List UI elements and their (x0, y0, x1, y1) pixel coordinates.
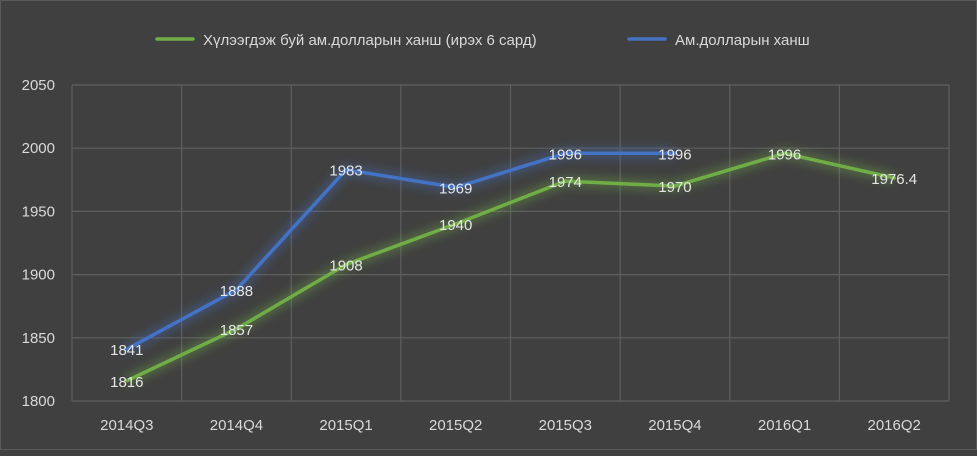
data-label: 1841 (110, 342, 143, 359)
y-tick-label: 1800 (22, 393, 55, 410)
data-label: 1983 (329, 163, 362, 180)
data-point (234, 327, 238, 331)
data-label: 1996 (768, 146, 801, 163)
legend-label-0: Хүлээгдэж буй ам.долларын ханш (ирэх 6 с… (203, 32, 537, 49)
y-tick-label: 2050 (22, 77, 55, 94)
y-tick-label: 1900 (22, 267, 55, 284)
data-label: 1969 (439, 180, 472, 197)
data-label: 1816 (110, 374, 143, 391)
x-tick-label: 2015Q2 (429, 417, 482, 434)
data-point (563, 179, 567, 183)
legend: Хүлээгдэж буй ам.долларын ханш (ирэх 6 с… (155, 32, 810, 49)
data-label: 1857 (220, 322, 253, 339)
data-label: 1970 (658, 179, 691, 196)
grid (71, 84, 950, 402)
data-label: 1974 (549, 174, 582, 191)
data-point (454, 185, 458, 189)
y-tick-label: 1950 (22, 203, 55, 220)
x-tick-label: 2015Q3 (539, 417, 592, 434)
data-point (563, 151, 567, 155)
series-lines (124, 148, 896, 385)
x-tick-label: 2016Q2 (867, 417, 920, 434)
x-tick-label: 2015Q1 (319, 417, 372, 434)
data-point (454, 222, 458, 226)
x-tick-label: 2014Q3 (100, 417, 153, 434)
x-tick-label: 2014Q4 (210, 417, 263, 434)
data-point (892, 176, 896, 180)
y-axis-ticks: 1800 1850 1900 1950 2000 2050 (22, 77, 55, 410)
x-tick-label: 2015Q4 (648, 417, 701, 434)
data-label: 1888 (220, 283, 253, 300)
data-label: 1976.4 (871, 171, 917, 188)
legend-label-1: Ам.долларын ханш (675, 32, 810, 49)
data-point (344, 168, 348, 172)
data-point (783, 151, 787, 155)
data-point (125, 379, 129, 383)
x-tick-label: 2016Q1 (758, 417, 811, 434)
y-tick-label: 2000 (22, 140, 55, 157)
series-line-1 (125, 151, 677, 351)
y-tick-label: 1850 (22, 330, 55, 347)
data-label: 1996 (549, 146, 582, 163)
x-axis-ticks: 2014Q3 2014Q4 2015Q1 2015Q2 2015Q3 2015Q4 2016… (100, 417, 921, 434)
series-line-0 (125, 151, 896, 383)
data-labels: 1816 1857 1908 1940 1974 1970 1996 1976.4 1841 18… (110, 146, 917, 391)
data-label: 1996 (658, 146, 691, 163)
data-point (125, 347, 129, 351)
data-label: 1908 (329, 257, 362, 274)
data-point (673, 184, 677, 188)
data-label: 1940 (439, 217, 472, 234)
data-point (234, 288, 238, 292)
data-point (673, 151, 677, 155)
data-point (344, 262, 348, 266)
